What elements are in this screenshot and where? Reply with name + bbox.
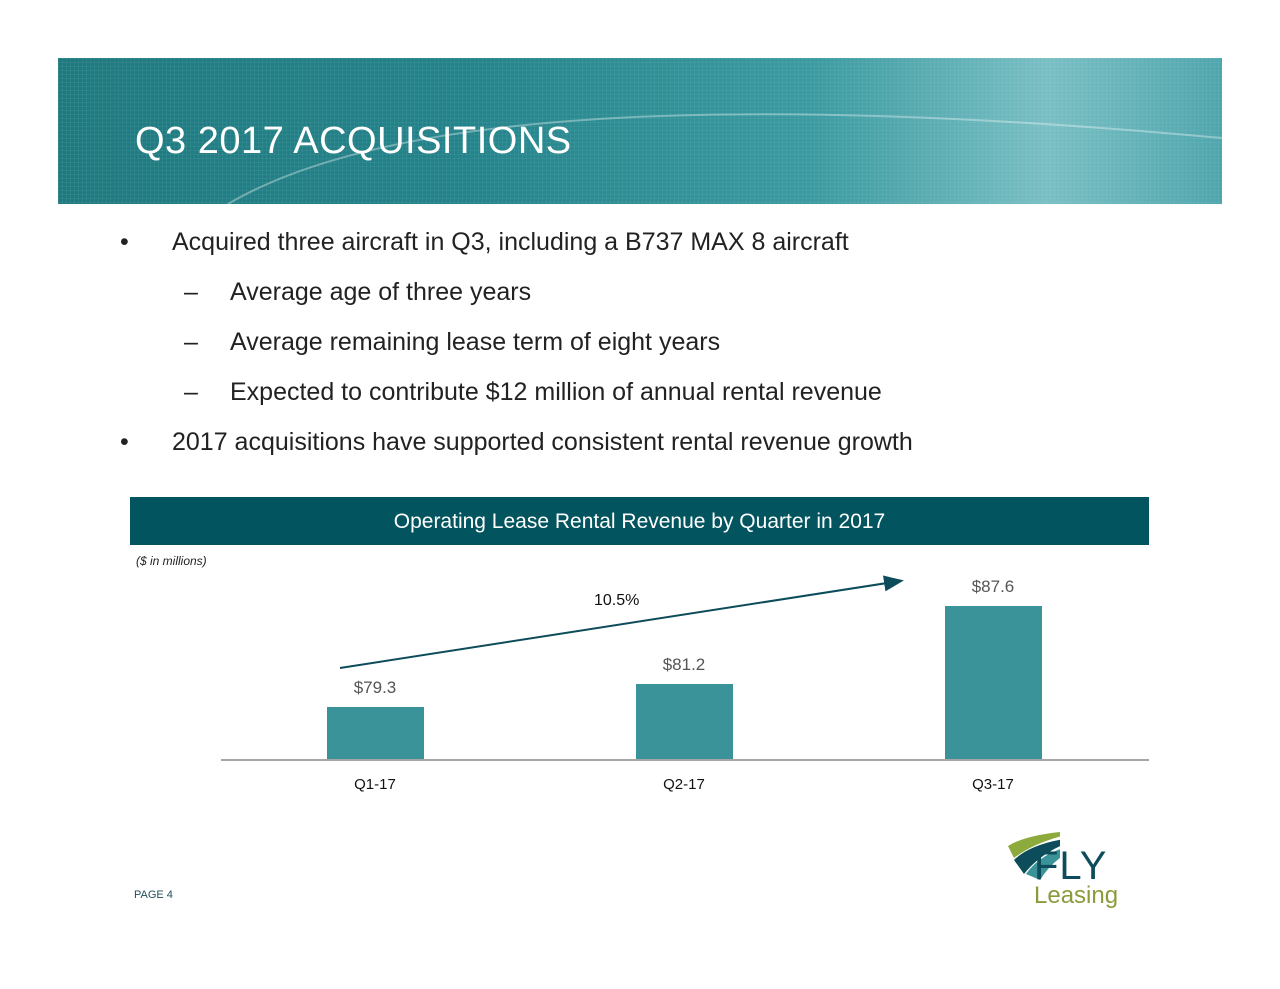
banner-arc-decoration: [227, 113, 1222, 204]
fly-leasing-logo: FLY Leasing: [1000, 828, 1160, 918]
chart-units-label: ($ in millions): [136, 554, 207, 568]
chart-title: Operating Lease Rental Revenue by Quarte…: [130, 497, 1149, 545]
bar-q2-17: [636, 684, 733, 759]
logo-fly-text: FLY: [1034, 844, 1108, 888]
page-number: PAGE 4: [134, 889, 173, 901]
bar-q1-17: [327, 707, 424, 759]
logo-swoosh-icon: [1008, 832, 1060, 880]
logo-leasing-text: Leasing: [1034, 882, 1119, 909]
slide-title: Q3 2017 ACQUISITIONS: [135, 120, 572, 162]
value-label-q2: $81.2: [662, 655, 706, 674]
x-axis-line: [221, 759, 1149, 761]
category-label-q2: Q2-17: [663, 776, 705, 793]
category-label-q1: Q1-17: [354, 776, 396, 793]
value-label-q3: $87.6: [971, 577, 1015, 596]
title-banner: Q3 2017 ACQUISITIONS: [58, 58, 1222, 204]
value-label-q1: $79.3: [353, 678, 397, 697]
category-label-q3: Q3-17: [972, 776, 1014, 793]
growth-percentage: 10.5%: [594, 592, 640, 609]
bar-q3-17: [945, 606, 1042, 759]
